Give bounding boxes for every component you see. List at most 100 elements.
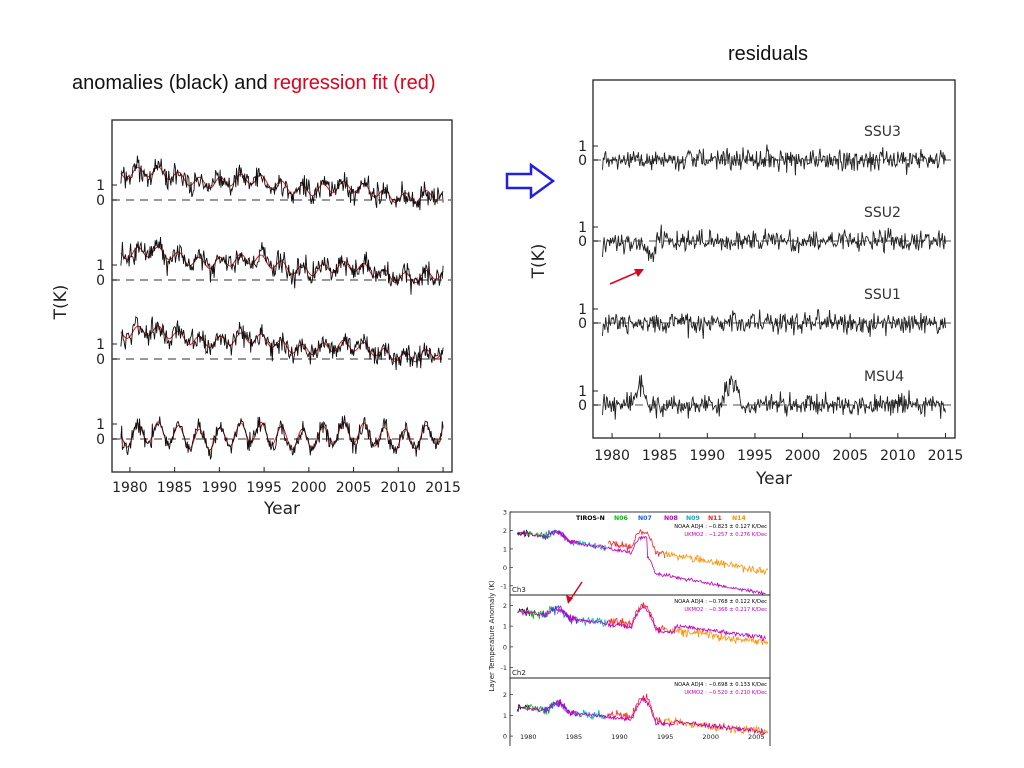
- x-tick-label: 2015: [928, 448, 964, 464]
- y-tick-label: -1: [501, 582, 507, 590]
- pointer-arrow-shaft: [569, 581, 583, 601]
- regression-fit-line-panel-4: [120, 421, 444, 451]
- series-n09: [573, 540, 607, 552]
- x-tick-label: 2000: [291, 480, 327, 496]
- y-tick-label: 1: [578, 139, 587, 155]
- x-tick-label: 2000: [702, 733, 719, 741]
- ukmo-series: [518, 529, 766, 596]
- y-tick-label: 1: [578, 384, 587, 400]
- y-tick-label: 1: [578, 302, 587, 318]
- panel-frame: [509, 677, 771, 746]
- x-axis-title: Year: [755, 469, 792, 489]
- y-tick-label: 2: [503, 527, 507, 535]
- y-tick-label: 0: [503, 643, 507, 651]
- series-n09: [573, 709, 606, 721]
- y-tick-label: 1: [96, 178, 105, 194]
- legend-n14: N14: [732, 515, 746, 522]
- panel-label: Ch2: [512, 669, 526, 677]
- x-tick-label: 1990: [689, 448, 725, 464]
- y-tick-label: 1: [96, 337, 105, 353]
- satellite-anomaly-chart: 3 2 1 0 -1 Ch3 TIROS-N N06 N07 N08 N09 N11 N14 NOAA A…: [488, 509, 771, 746]
- panel-label: MSU4: [864, 369, 904, 385]
- trend-text: NOAA ADJ4 : −0.698 ± 0.133 K/Dec: [674, 682, 767, 688]
- series-n07: [541, 604, 575, 625]
- y-axis-title: Layer Temperature Anomaly (K): [488, 580, 496, 692]
- plot-frame: [592, 79, 956, 439]
- y-tick-label: 0: [96, 193, 105, 209]
- right-chart-heading: residuals: [728, 43, 809, 65]
- y-tick-label: 1: [96, 417, 105, 433]
- legend-n06: N06: [614, 515, 628, 522]
- x-tick-label: 1995: [657, 733, 674, 741]
- y-tick-label: -1: [501, 664, 507, 672]
- x-tick-label: 1980: [112, 480, 148, 496]
- x-tick-label: 2015: [425, 480, 461, 496]
- plot-frame: [111, 119, 453, 473]
- legend-n07: N07: [638, 515, 652, 522]
- panel-label: SSU3: [864, 124, 901, 140]
- trend-text: NOAA ADJ4 : −0.768 ± 0.122 K/Dec: [674, 599, 767, 605]
- series-n14: [664, 551, 769, 576]
- residual-line-ssu3: [602, 144, 946, 176]
- pointer-arrow-head: [566, 595, 573, 604]
- y-tick-label: 1: [503, 712, 507, 720]
- series-n06: [526, 701, 558, 715]
- y-tick-label: 0: [96, 432, 105, 448]
- y-tick-label: 0: [96, 273, 105, 289]
- panel-label: Ch3: [512, 586, 526, 594]
- series-n11: [608, 528, 666, 559]
- anomaly-line-panel-4: [120, 415, 444, 461]
- x-tick-label: 1985: [566, 733, 583, 741]
- y-tick-label: 1: [503, 545, 507, 553]
- y-tick-label: 0: [578, 316, 587, 332]
- x-tick-label: 1990: [202, 480, 238, 496]
- y-tick-label: 1: [503, 623, 507, 631]
- x-tick-label: 2005: [832, 448, 868, 464]
- y-tick-label: 0: [578, 398, 587, 414]
- x-tick-label: 2005: [336, 480, 372, 496]
- outline-arrow-icon: [505, 163, 556, 199]
- left-heading-highlight: regression fit (red): [273, 72, 436, 94]
- x-tick-label: 2005: [748, 733, 765, 741]
- panel-label: SSU1: [864, 287, 901, 303]
- x-tick-label: 1985: [642, 448, 678, 464]
- pointer-arrow-shaft: [609, 270, 641, 285]
- left-chart-heading: anomalies (black) and regression fit (re…: [72, 72, 436, 95]
- y-tick-label: 1: [578, 220, 587, 236]
- residual-line-ssu2: [602, 224, 946, 263]
- anomaly-line-panel-1: [120, 155, 444, 211]
- x-tick-label: 1990: [611, 733, 628, 741]
- x-tick-label: 1995: [737, 448, 773, 464]
- trend-text: UKMO2 : −0.366 ± 0.217 K/Dec: [684, 607, 767, 613]
- x-tick-label: 1985: [157, 480, 193, 496]
- residual-line-msu4: [602, 374, 946, 420]
- legend-n08: N08: [664, 515, 678, 522]
- anomaly-line-panel-3: [120, 315, 444, 371]
- y-tick-label: 1: [96, 258, 105, 274]
- anomaly-line-panel-2: [120, 236, 444, 295]
- x-tick-label: 2010: [380, 480, 416, 496]
- trend-text: UKMO2 : −1.257 ± 0.276 K/Dec: [684, 532, 767, 538]
- y-tick-label: 0: [578, 234, 587, 250]
- left-heading-prefix: anomalies (black) and: [72, 72, 274, 94]
- y-tick-label: 0: [503, 733, 507, 741]
- series-n11: [608, 693, 666, 727]
- x-tick-label: 2010: [880, 448, 916, 464]
- y-tick-label: 0: [578, 153, 587, 169]
- y-tick-label: 3: [503, 509, 507, 517]
- y-axis-title: T(K): [51, 285, 71, 321]
- series-tiros-n: [517, 606, 530, 617]
- ukmo-series: [518, 696, 766, 735]
- trend-text: UKMO2 : −0.520 ± 0.210 K/Dec: [684, 690, 767, 696]
- y-tick-label: 2: [503, 602, 507, 610]
- y-axis-title: T(K): [529, 244, 549, 280]
- y-tick-label: 0: [503, 564, 507, 572]
- x-tick-label: 1995: [246, 480, 282, 496]
- ukmo-series: [518, 604, 766, 642]
- y-tick-label: 0: [96, 352, 105, 368]
- residual-line-ssu1: [602, 309, 946, 339]
- x-tick-label: 2000: [785, 448, 821, 464]
- y-tick-label: 2: [503, 691, 507, 699]
- panel-label: SSU2: [864, 205, 901, 221]
